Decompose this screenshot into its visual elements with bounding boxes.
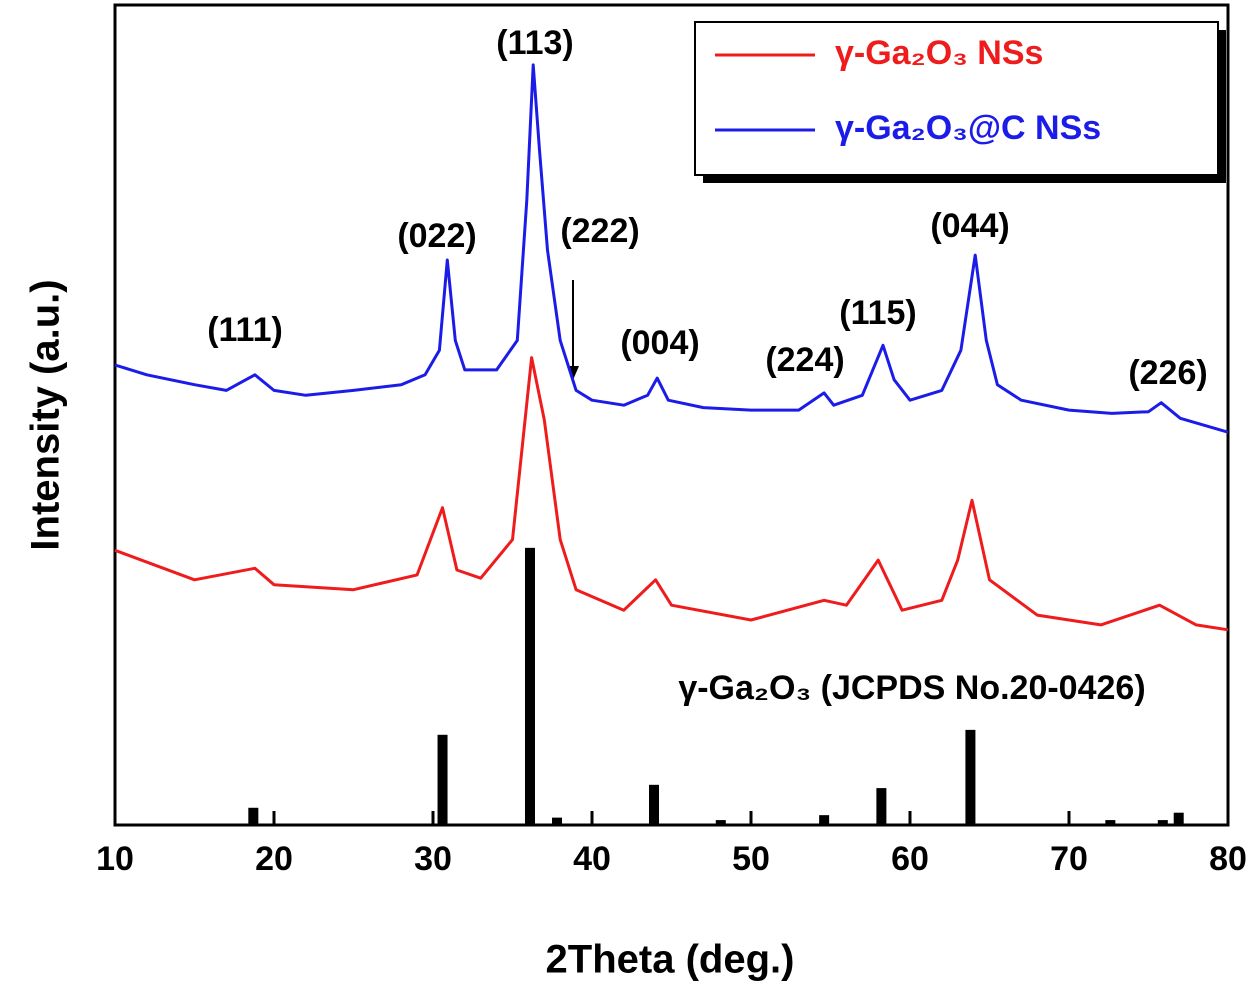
reference-label: γ-Ga₂O₃ (JCPDS No.20-0426) [678, 669, 1145, 707]
reference-stick [965, 729, 976, 825]
peak-label: (004) [620, 324, 699, 362]
x-tick-label: 40 [573, 840, 611, 878]
legend-label: γ-Ga₂O₃ NSs [835, 34, 1043, 72]
x-tick-label: 50 [732, 840, 770, 878]
reference-stick [819, 815, 830, 825]
x-tick-label: 60 [891, 840, 929, 878]
series-line [114, 356, 1229, 632]
peak-label: (022) [397, 217, 476, 255]
x-axis-label: 2Theta (deg.) [546, 938, 795, 982]
reference-stick [1173, 812, 1184, 825]
reference-stick [1105, 820, 1116, 825]
peak-label: (222) [560, 212, 639, 250]
reference-stick [649, 784, 660, 825]
reference-stick [248, 807, 259, 825]
x-tick-label: 80 [1209, 840, 1247, 878]
legend-box [694, 21, 1219, 176]
x-tick-label: 10 [96, 840, 134, 878]
plot-frame [113, 3, 1230, 827]
x-tick-label: 70 [1050, 840, 1088, 878]
peak-label: (111) [207, 311, 283, 349]
reference-stick [524, 547, 535, 825]
legend-label: γ-Ga₂O₃@C NSs [835, 109, 1101, 147]
peak-label: (044) [930, 207, 1009, 245]
reference-stick [715, 820, 726, 825]
reference-stick [1157, 820, 1168, 825]
reference-stick [552, 817, 563, 825]
y-axis-label: Intensity (a.u.) [24, 279, 68, 550]
reference-stick [876, 788, 887, 825]
reference-stick [437, 734, 448, 825]
x-tick-label: 20 [255, 840, 293, 878]
peak-label: (224) [765, 341, 844, 379]
peak-label: (226) [1128, 354, 1207, 392]
peak-label: (113) [496, 24, 574, 62]
x-tick-label: 30 [414, 840, 452, 878]
peak-label: (115) [839, 294, 917, 332]
series-line [114, 63, 1229, 434]
